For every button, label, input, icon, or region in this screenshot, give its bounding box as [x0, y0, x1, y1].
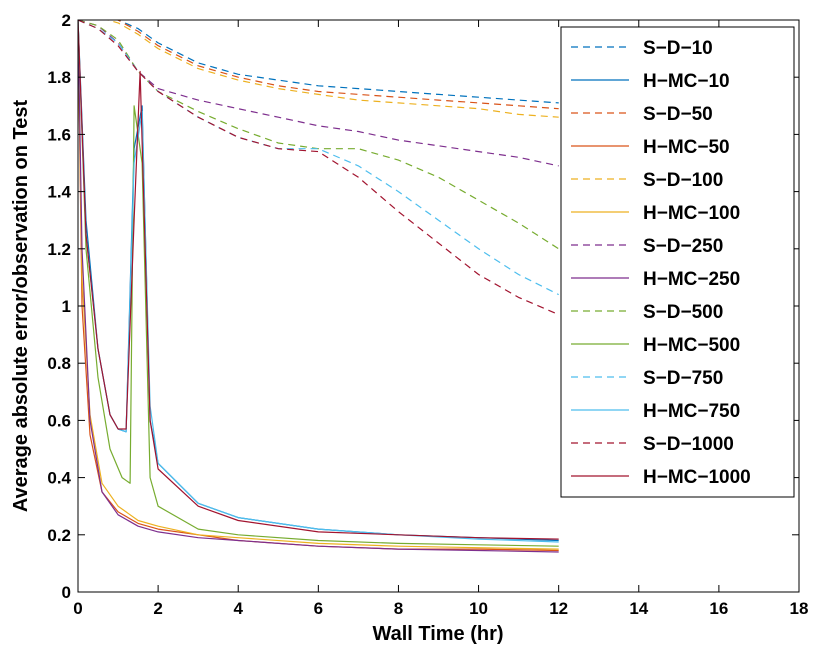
x-tick-label: 8	[394, 599, 403, 618]
y-tick-label: 1.2	[47, 240, 71, 259]
y-tick-label: 1.8	[47, 68, 71, 87]
x-tick-label: 6	[314, 599, 323, 618]
x-tick-label: 16	[709, 599, 728, 618]
legend-label: S−D−250	[643, 236, 723, 257]
legend-label: S−D−500	[643, 302, 723, 323]
series-layer	[78, 20, 560, 553]
legend-label: S−D−750	[643, 368, 723, 389]
series-line-h-mc-250	[78, 20, 559, 553]
legend-label: S−D−1000	[643, 434, 734, 455]
x-tick-label: 4	[233, 599, 243, 618]
x-tick-label: 2	[153, 599, 162, 618]
y-tick-label: 1.4	[47, 183, 71, 202]
legend-label: H−MC−50	[643, 137, 730, 158]
legend-label: H−MC−1000	[643, 467, 751, 488]
legend-label: S−D−10	[643, 38, 713, 59]
y-tick-label: 0.4	[47, 469, 71, 488]
y-tick-label: 0.6	[47, 411, 71, 430]
series-line-s-d-1000	[78, 20, 559, 316]
y-tick-label: 1	[62, 297, 71, 316]
series-line-s-d-250	[78, 20, 559, 167]
y-tick-label: 0	[62, 583, 71, 602]
x-tick-label: 10	[469, 599, 488, 618]
y-tick-label: 2	[62, 11, 71, 30]
x-tick-label: 14	[629, 599, 648, 618]
legend-label: S−D−100	[643, 170, 723, 191]
y-tick-label: 1.6	[47, 125, 71, 144]
y-axis-label: Average absolute error/observation on Te…	[10, 99, 32, 512]
legend-label: S−D−50	[643, 104, 713, 125]
series-line-h-mc-500	[78, 20, 559, 547]
legend-label: H−MC−250	[643, 269, 740, 290]
legend-label: H−MC−10	[643, 71, 730, 92]
x-tick-label: 18	[790, 599, 809, 618]
series-line-h-mc-1000	[78, 20, 559, 540]
y-tick-label: 0.8	[47, 354, 71, 373]
x-tick-label: 0	[73, 599, 82, 618]
series-line-s-d-10	[113, 20, 559, 104]
tick-layer: 0 2 4 6 8 10 12 14 16 18 0 0.2 0.4 0.6 0.8 1 1.2 1.4 1.6 1.…	[47, 11, 808, 618]
legend-label: H−MC−500	[643, 335, 740, 356]
series-line-s-d-500	[78, 20, 560, 250]
legend-label: H−MC−100	[643, 203, 740, 224]
legend-box	[560, 26, 795, 498]
y-tick-label: 0.2	[47, 526, 71, 545]
legend-label: H−MC−750	[643, 401, 740, 422]
series-line-s-d-100	[105, 20, 559, 118]
legend: S−D−10 H−MC−10 S−D−50 H−MC−50 S−D−100 H−MC−10…	[560, 26, 795, 498]
x-tick-label: 12	[549, 599, 568, 618]
x-axis-label: Wall Time (hr)	[372, 623, 503, 645]
